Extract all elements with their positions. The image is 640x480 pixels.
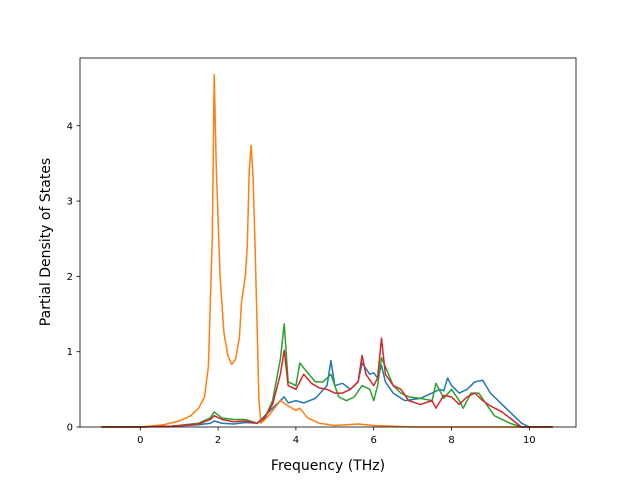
x-tick-label: 6 [371, 435, 377, 446]
series-line-3 [101, 323, 553, 428]
series-line-4 [101, 337, 553, 428]
y-tick-label: 0 [67, 423, 73, 434]
x-tick-label: 8 [448, 435, 454, 446]
y-axis-label: Partial Density of States [38, 158, 54, 326]
x-tick-label: 4 [293, 435, 299, 446]
series-line-2 [101, 73, 553, 428]
y-axis-ticks: 0 1 2 3 4 [67, 121, 80, 434]
y-tick-label: 1 [67, 347, 73, 358]
y-tick-label: 2 [67, 272, 73, 283]
x-tick-label: 10 [523, 435, 536, 446]
x-axis-label: Frequency (THz) [271, 458, 385, 474]
series-line-1 [101, 359, 553, 428]
x-tick-label: 0 [137, 435, 143, 446]
y-tick-label: 3 [67, 197, 73, 208]
x-tick-label: 2 [215, 435, 221, 446]
y-tick-label: 4 [67, 121, 73, 132]
plot-area-frame [79, 57, 577, 428]
x-axis-ticks: 0 2 4 6 8 10 [137, 427, 536, 446]
series-lines [101, 73, 553, 428]
